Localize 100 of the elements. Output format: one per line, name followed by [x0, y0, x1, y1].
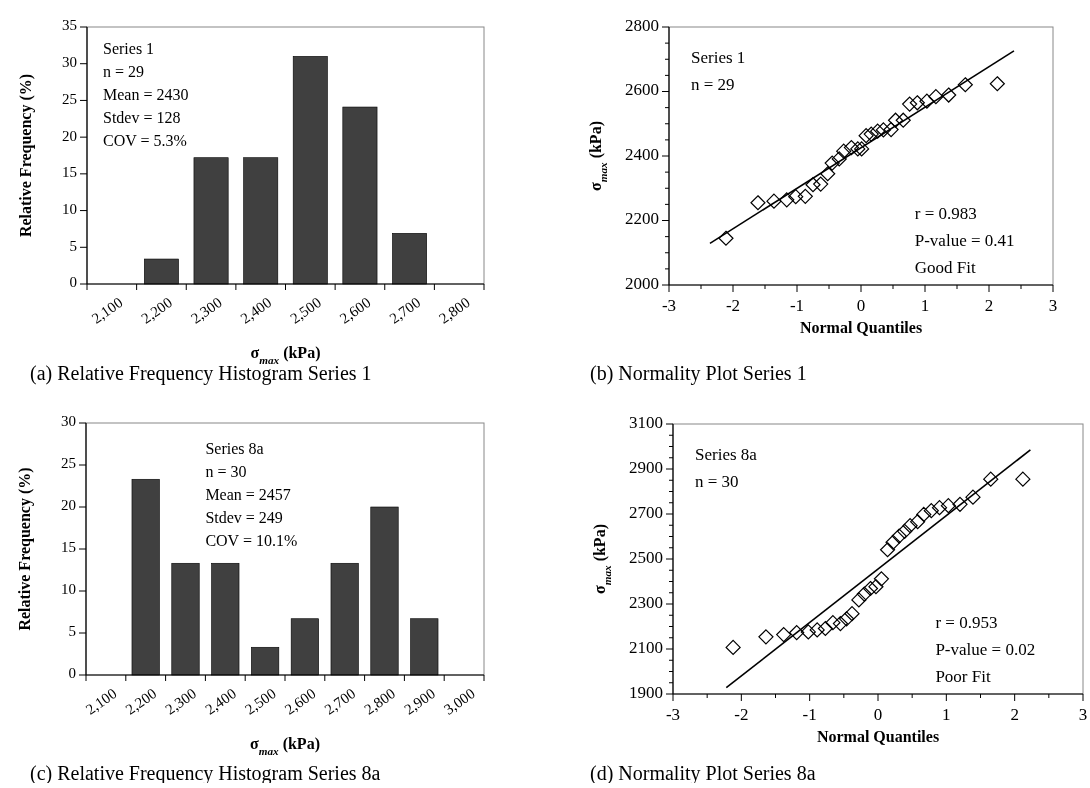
- annotation: Series 1 n = 29 Mean = 2430 Stdev = 128 COV = 5.3%: [103, 40, 189, 150]
- x-tick-label: 1: [920, 296, 930, 315]
- point: [902, 96, 918, 112]
- point: [916, 506, 932, 523]
- y-tick-label: 10: [62, 201, 77, 218]
- y-tick-label: 2800: [625, 15, 659, 35]
- point: [965, 489, 981, 505]
- x-tick-label: 2: [984, 296, 994, 315]
- y-tick-label: 0: [69, 274, 77, 291]
- y-tick-label: 15: [62, 164, 77, 181]
- point: [750, 195, 766, 211]
- point: [805, 177, 821, 193]
- point: [885, 534, 901, 550]
- y-tick-label: 2600: [625, 80, 659, 100]
- text: (b) Normality Plot Series 1: [590, 362, 807, 385]
- annotation: Series 8a n = 30 Mean = 2457 Stdev = 249 COV = 10.1%: [205, 440, 298, 550]
- point: [832, 615, 849, 632]
- point: [923, 503, 939, 519]
- point: [836, 143, 852, 159]
- annotation: r = 0.953 P-value = 0.02 Poor Fit: [935, 613, 1036, 686]
- x-tick-label: 3: [1078, 705, 1088, 724]
- point: [879, 542, 896, 558]
- point: [910, 514, 926, 530]
- point: [779, 192, 795, 208]
- y-tick-label: 20: [61, 497, 76, 514]
- point: [873, 571, 890, 587]
- point: [850, 141, 866, 157]
- point: [824, 155, 840, 171]
- point: [843, 140, 859, 156]
- point: [919, 93, 935, 109]
- x-tick-label: -1: [802, 705, 817, 724]
- point: [766, 193, 782, 209]
- point: [718, 230, 734, 246]
- y-tick-label: 25: [61, 455, 76, 472]
- point: [831, 151, 847, 167]
- x-tick-label: 0: [873, 705, 883, 724]
- point: [863, 126, 879, 142]
- y-tick-label: 0: [68, 665, 76, 682]
- y-tick-label: 2000: [625, 273, 659, 293]
- point: [940, 498, 956, 514]
- point: [952, 496, 968, 512]
- point: [788, 189, 804, 205]
- y-tick-label: 5: [68, 623, 76, 640]
- x-tick-label: -2: [734, 705, 749, 724]
- point: [862, 580, 879, 597]
- point: [868, 579, 884, 595]
- y-tick-label: 2200: [625, 209, 659, 229]
- point: [797, 188, 813, 204]
- point: [931, 500, 948, 516]
- point: [989, 76, 1005, 92]
- point: [758, 629, 774, 645]
- x-tick-label: 2: [1010, 705, 1019, 724]
- y-tick-label: 30: [62, 54, 77, 71]
- x-tick-label: -1: [789, 296, 805, 315]
- y-tick-label: 5: [69, 237, 77, 254]
- point: [800, 624, 816, 640]
- point: [858, 128, 874, 144]
- point: [957, 77, 973, 93]
- annotation: Series 8a n = 30: [695, 445, 758, 491]
- y-tick-label: 2500: [629, 547, 663, 567]
- x-axis-title: σ$_{max}$ (kPa): [250, 344, 321, 366]
- annotation: Series 1 n = 29: [691, 48, 746, 94]
- point: [809, 622, 825, 638]
- point: [817, 620, 833, 637]
- point: [851, 592, 867, 608]
- y-tick-label: 2300: [629, 592, 663, 612]
- y-tick-label: 25: [62, 90, 77, 107]
- point: [928, 89, 944, 105]
- x-axis-title: σ$_{max}$ (kPa): [250, 735, 320, 757]
- point: [838, 611, 855, 627]
- point: [825, 615, 841, 631]
- annotation: r = 0.983 P-value = 0.41 Good Fit: [914, 204, 1015, 277]
- y-tick-label: 20: [62, 127, 77, 144]
- point: [725, 639, 741, 656]
- x-tick-label: 3: [1048, 296, 1058, 315]
- point: [854, 141, 870, 157]
- point: [1015, 471, 1031, 487]
- point: [909, 95, 925, 111]
- point: [870, 123, 886, 139]
- y-axis-title: Relative Frequency (%): [16, 467, 34, 631]
- point: [895, 112, 911, 128]
- x-axis-title: Normal Quantiles: [816, 728, 940, 745]
- y-tick-label: 30: [61, 413, 76, 430]
- x-tick-label: 1: [942, 705, 951, 724]
- y-axis-title: Relative Frequency (%): [17, 73, 35, 238]
- point: [789, 624, 805, 641]
- y-tick-label: 1900: [629, 682, 663, 702]
- y-tick-label: 3100: [629, 412, 663, 432]
- y-tick-label: 35: [62, 17, 77, 34]
- point: [941, 87, 957, 103]
- y-tick-label: 10: [61, 581, 76, 598]
- point: [820, 166, 836, 182]
- x-tick-label: -3: [661, 296, 677, 315]
- x-tick-label: 0: [856, 296, 866, 315]
- point: [897, 523, 913, 539]
- point: [902, 518, 918, 534]
- x-tick-label: -2: [725, 296, 741, 315]
- point: [776, 627, 792, 643]
- y-tick-label: 2100: [629, 637, 663, 657]
- point: [875, 122, 891, 138]
